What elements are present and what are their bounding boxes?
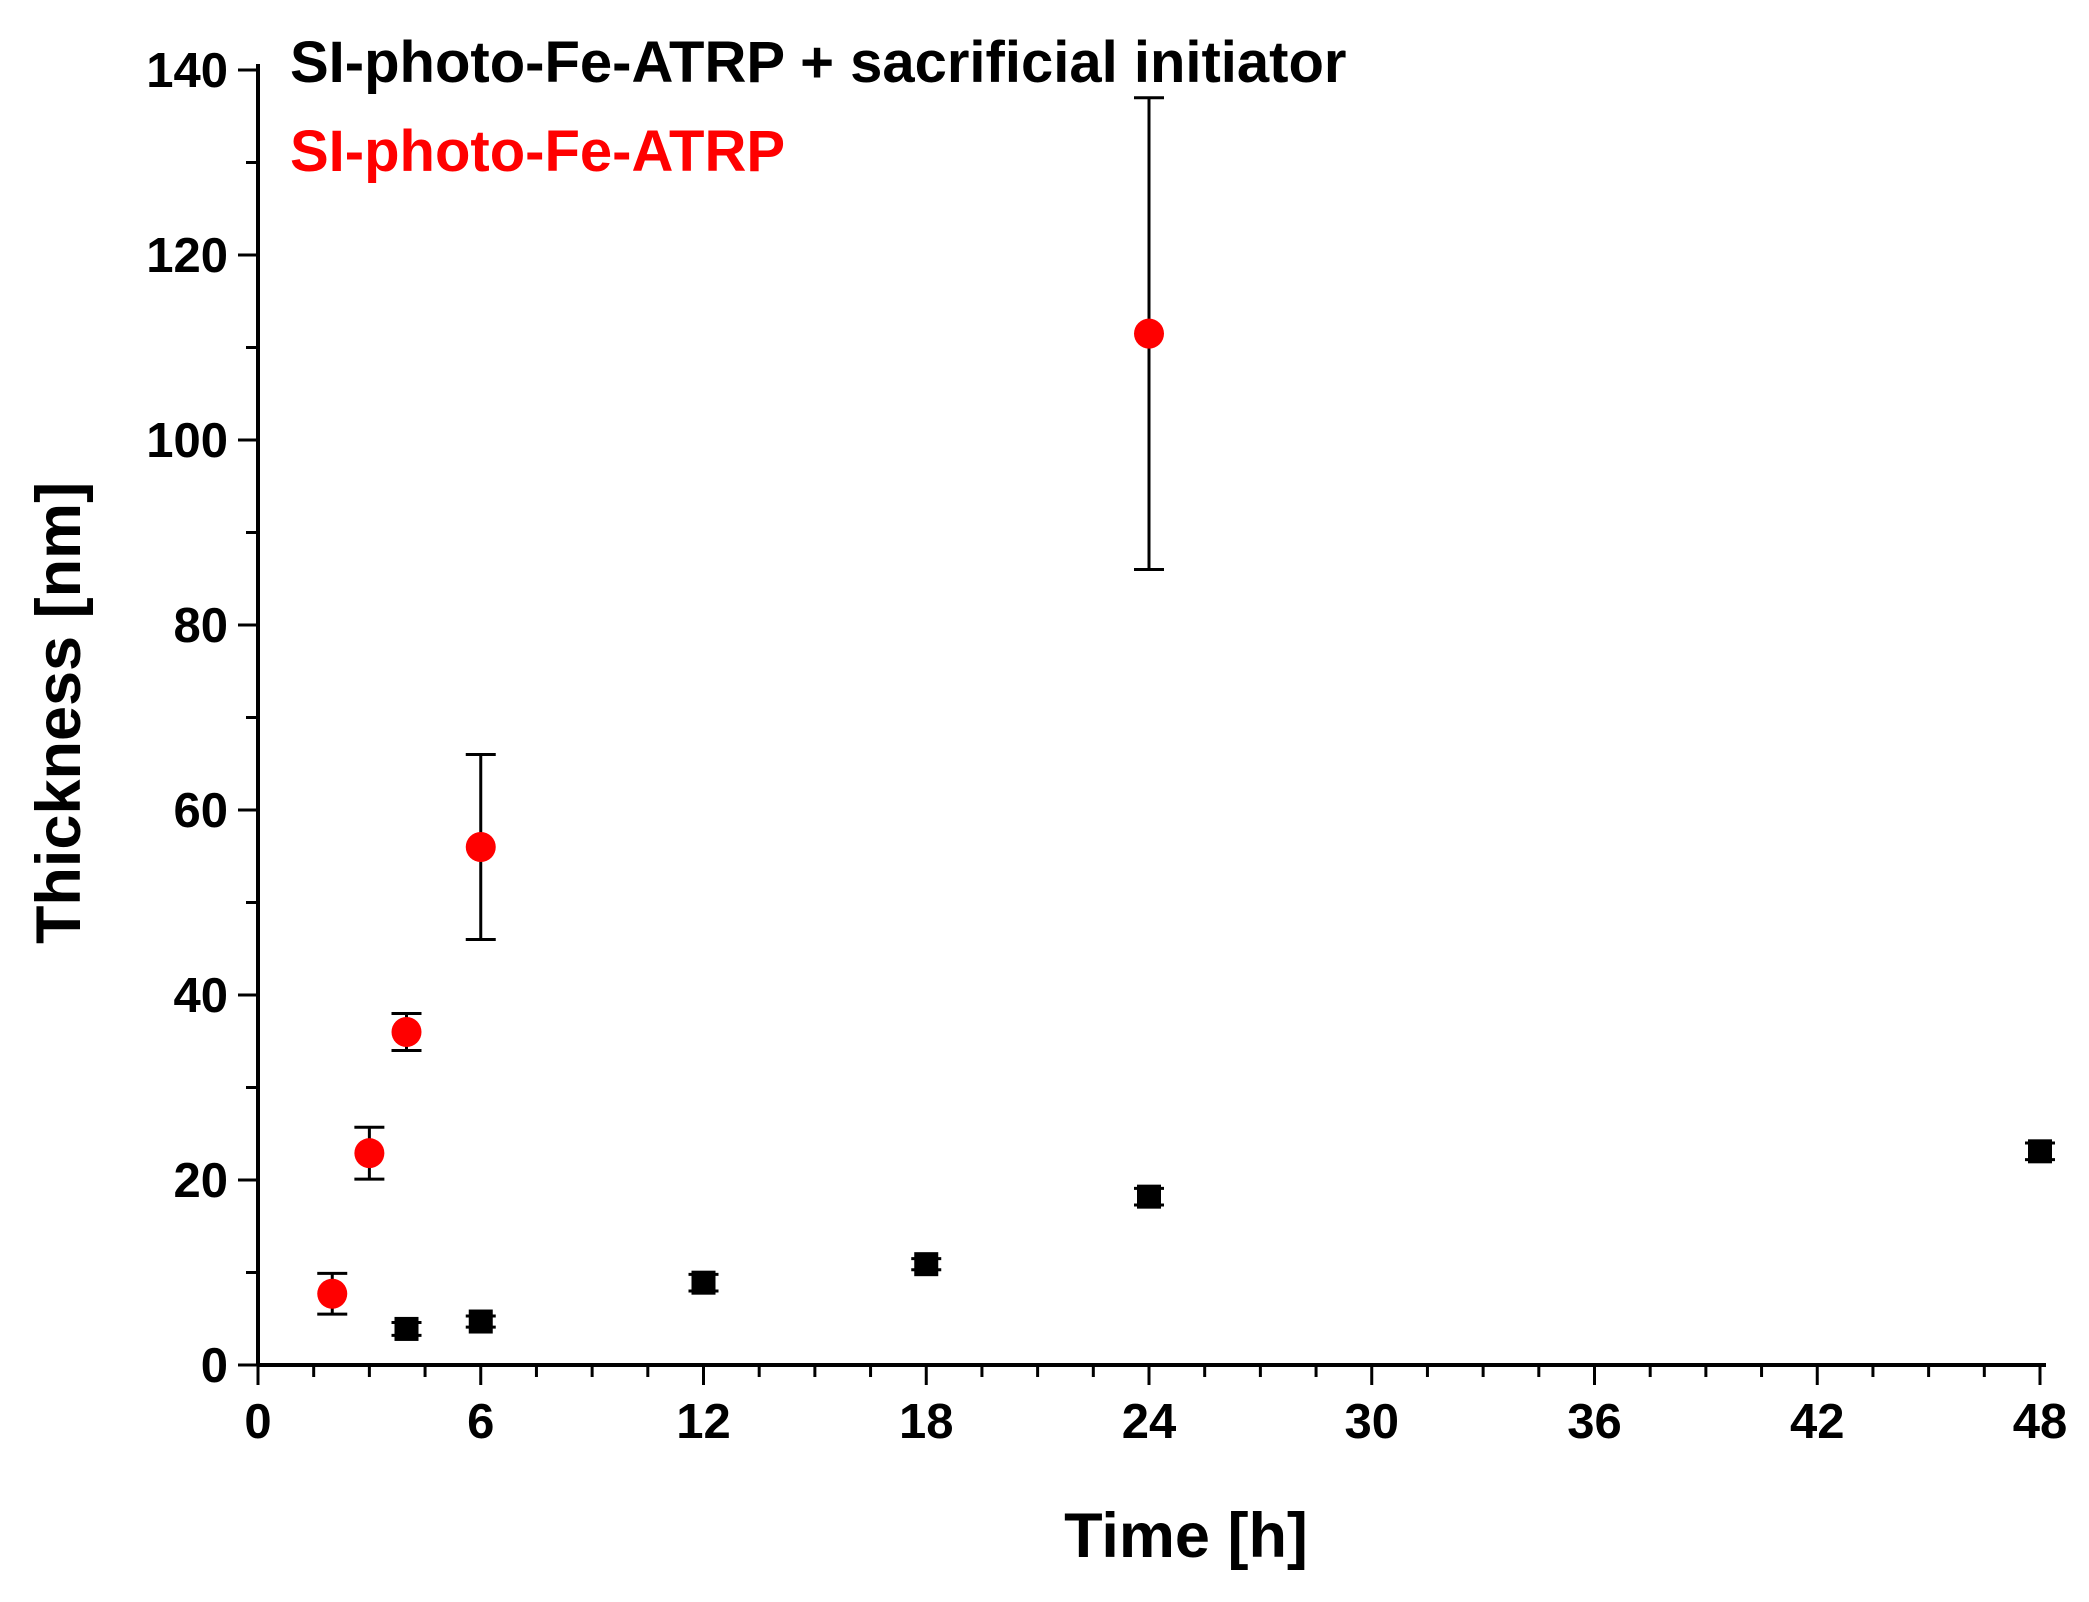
axes: 0 6 12 18 24 30 36 42 48 0 20 40 60 80 100 120 140 xyxy=(146,44,2067,1449)
series-0 xyxy=(391,1139,2055,1341)
data-point-circle xyxy=(1134,318,1164,349)
y-tick-label: 120 xyxy=(146,229,228,283)
data-point-circle xyxy=(465,832,496,862)
data-point-square xyxy=(468,1309,493,1334)
x-tick-label: 12 xyxy=(676,1395,731,1449)
data-marks xyxy=(317,96,2055,1341)
x-tick-label: 6 xyxy=(467,1395,494,1449)
y-axis-title: Thickness [nm] xyxy=(24,482,94,944)
data-point-circle xyxy=(317,1278,348,1309)
data-point-square xyxy=(914,1252,939,1277)
data-point-square xyxy=(1137,1184,1161,1209)
legend-entry-si-photo: SI-photo-Fe-ATRP xyxy=(290,119,785,184)
x-tick-label: 24 xyxy=(1122,1395,1177,1449)
legend-entry-sacrificial: SI-photo-Fe-ATRP + sacrificial initiator xyxy=(290,30,1347,95)
x-tick-label: 18 xyxy=(899,1395,954,1449)
y-tick-label: 20 xyxy=(173,1154,228,1208)
data-point-square xyxy=(2028,1139,2052,1164)
y-tick-label: 100 xyxy=(146,414,228,468)
y-tick-label: 40 xyxy=(173,969,228,1023)
x-tick-label: 42 xyxy=(1790,1395,1845,1449)
y-tick-label: 60 xyxy=(173,784,228,838)
x-tick-label: 30 xyxy=(1344,1395,1399,1449)
x-tick-label: 36 xyxy=(1567,1395,1622,1449)
legend: SI-photo-Fe-ATRP + sacrificial initiator… xyxy=(290,30,1347,184)
y-tick-label: 0 xyxy=(201,1339,228,1393)
data-point-circle xyxy=(354,1138,385,1169)
series-1 xyxy=(317,96,1164,1316)
data-point-square xyxy=(691,1270,716,1295)
y-tick-label: 80 xyxy=(173,599,228,653)
data-point-circle xyxy=(391,1017,422,1047)
x-tick-label: 48 xyxy=(2013,1395,2068,1449)
data-point-square xyxy=(394,1316,419,1341)
y-tick-label: 140 xyxy=(146,44,228,98)
x-tick-label: 0 xyxy=(244,1395,271,1449)
x-axis-title: Time [h] xyxy=(1064,1501,1308,1571)
